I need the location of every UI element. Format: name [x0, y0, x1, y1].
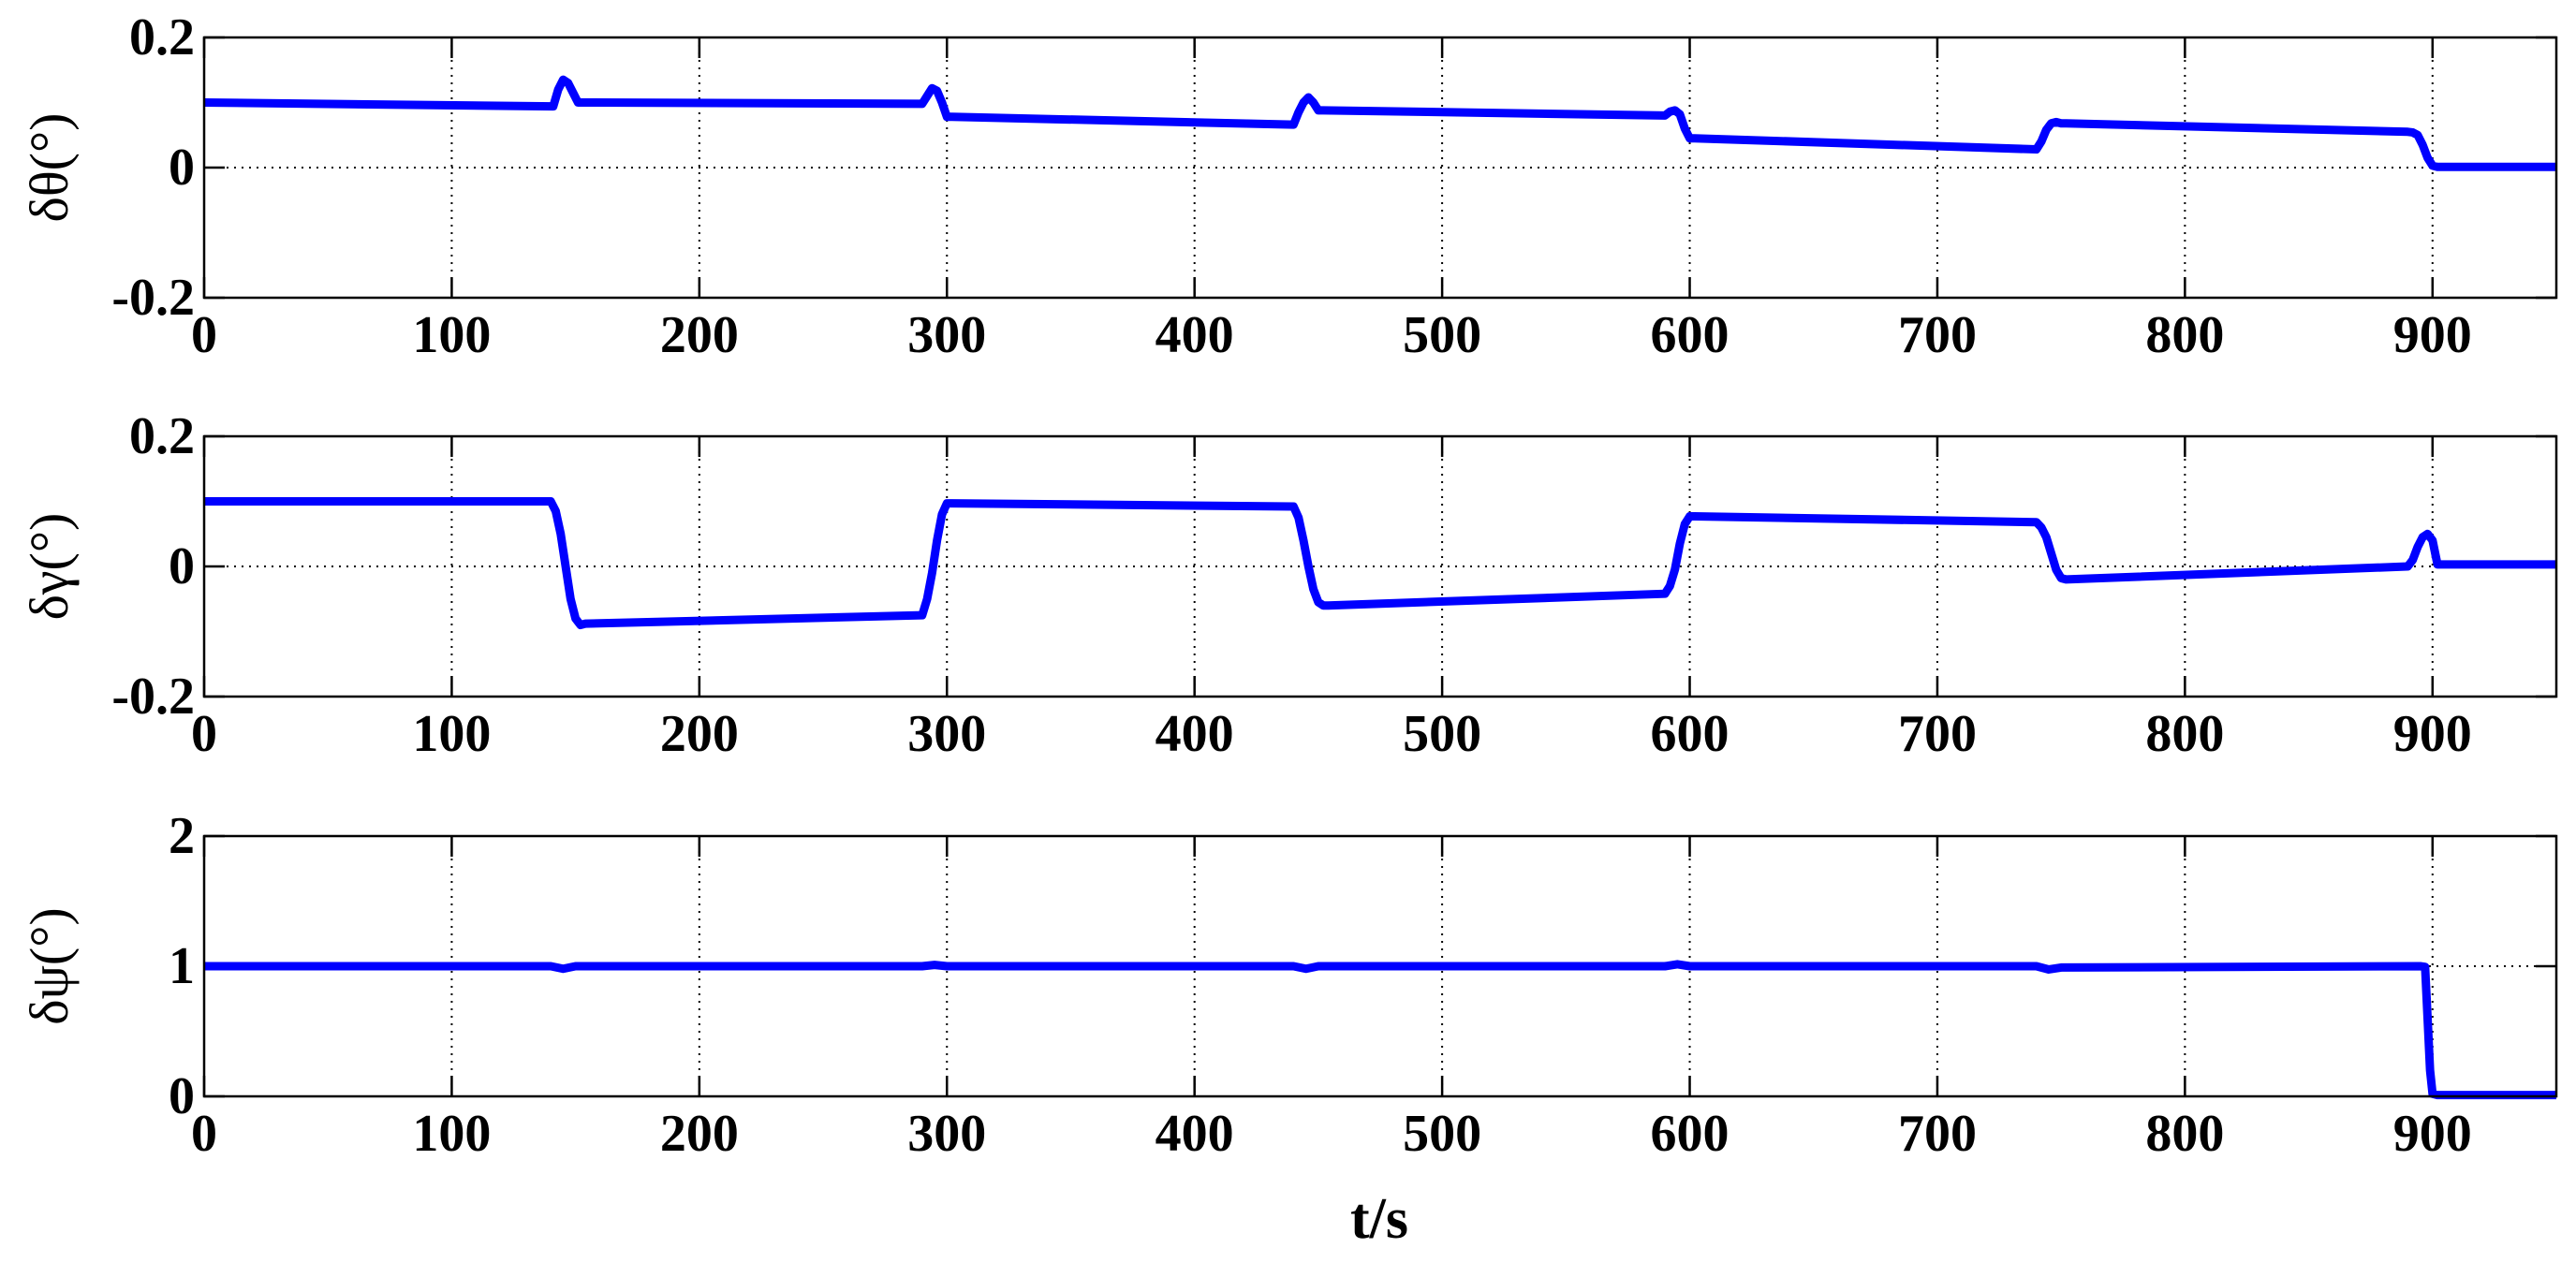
x-tick-label: 700: [1898, 1105, 1977, 1163]
x-tick-label: 0: [191, 705, 217, 763]
x-tick-label: 200: [660, 306, 739, 364]
x-tick-label: 100: [412, 306, 491, 364]
x-tick-label: 700: [1898, 306, 1977, 364]
x-tick-label: 300: [907, 705, 986, 763]
y-axis-label: δγ(°): [19, 513, 80, 621]
y-tick-label: 0: [169, 1067, 195, 1125]
y-tick-label: -0.2: [111, 668, 195, 726]
x-tick-label: 600: [1651, 705, 1730, 763]
data-series-line: [204, 497, 2556, 630]
x-tick-label: 300: [907, 306, 986, 364]
x-tick-label: 100: [412, 705, 491, 763]
x-tick-label: 900: [2393, 1105, 2472, 1163]
y-axis-label: δψ(°): [19, 907, 80, 1024]
axes-frame: [202, 36, 2558, 300]
data-series-line: [204, 960, 2556, 1100]
y-axis-label: δθ(°): [19, 113, 80, 223]
x-tick-label: 800: [2145, 306, 2224, 364]
data-series-line: [203, 75, 2556, 171]
x-tick-label: 800: [2145, 1105, 2224, 1163]
y-tick-label: -0.2: [111, 269, 195, 327]
axes-frame: [202, 834, 2558, 1098]
x-tick-label: 300: [907, 1105, 986, 1163]
x-tick-label: 400: [1156, 306, 1234, 364]
subplot-2: 0 100 200 300 400 500 600 700 800 900-0.200.2δγ(°…: [19, 407, 2558, 763]
subplot-1: 0 100 200 300 400 500 600 700 800 900-0.200.2δθ(°…: [19, 8, 2558, 364]
x-axis-title: t/s: [1350, 1187, 1408, 1251]
x-tick-label: 600: [1651, 1105, 1730, 1163]
x-tick-label: 0: [191, 306, 217, 364]
x-tick-label: 500: [1403, 1105, 1481, 1163]
y-tick-label: 2: [169, 807, 195, 865]
y-tick-label: 0.2: [129, 8, 195, 66]
y-tick-label: 0: [169, 537, 195, 595]
axes-frame: [202, 434, 2558, 698]
subplot-3: 0 100 200 300 400 500 600 700 800 900 0 1 2 δψ(°): [19, 807, 2558, 1163]
x-tick-label: 500: [1403, 705, 1481, 763]
x-tick-label: 900: [2393, 705, 2472, 763]
x-tick-label: 400: [1156, 1105, 1234, 1163]
x-tick-label: 900: [2393, 306, 2472, 364]
x-tick-label: 400: [1156, 705, 1234, 763]
x-tick-label: 100: [412, 1105, 491, 1163]
y-tick-label: 0: [169, 139, 195, 197]
y-tick-label: 1: [169, 937, 195, 995]
x-tick-label: 700: [1898, 705, 1977, 763]
x-tick-label: 600: [1651, 306, 1730, 364]
x-tick-label: 800: [2145, 705, 2224, 763]
x-tick-label: 0: [191, 1105, 217, 1163]
y-tick-label: 0.2: [129, 407, 195, 465]
x-tick-label: 500: [1403, 306, 1481, 364]
x-tick-label: 200: [660, 1105, 739, 1163]
subplot-panels: 0 100 200 300 400 500 600 700 800 900-0.200.2δθ(°…: [19, 8, 2558, 1163]
x-tick-label: 200: [660, 705, 739, 763]
